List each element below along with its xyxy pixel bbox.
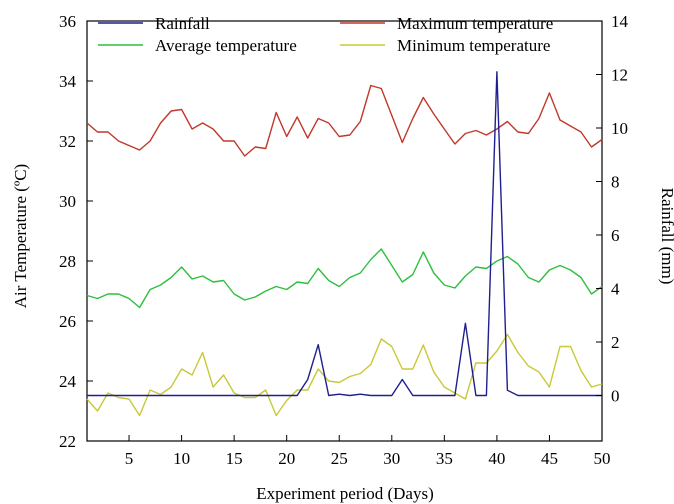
right-tick-label: 4: [611, 280, 620, 299]
left-tick-label: 30: [59, 192, 76, 211]
legend: Rainfall Maximum temperature Average tempe…: [98, 14, 553, 55]
left-tick-label: 36: [59, 12, 76, 31]
right-tick-label: 2: [611, 333, 620, 352]
plot-border: [86, 20, 603, 442]
left-tick-label: 22: [59, 432, 76, 451]
x-tick-label: 5: [125, 449, 134, 468]
series-line-average-temperature: [86, 248, 603, 309]
legend-label-minimum-temperature: Minimum temperature: [397, 36, 550, 55]
x-tick-label: 25: [331, 449, 348, 468]
x-tick-label: 10: [173, 449, 190, 468]
right-tick-label: 10: [611, 119, 628, 138]
x-tick-label: 30: [383, 449, 400, 468]
x-axis-title: Experiment period (Days): [256, 484, 434, 503]
right-tick-label: 0: [611, 387, 620, 406]
x-tick-label: 20: [278, 449, 295, 468]
ticks-layer: 5 10 15 20 25 30 35 40 45 50222426283032343602468…: [59, 12, 629, 468]
right-tick-label: 14: [611, 12, 629, 31]
plot-frame: [86, 20, 603, 442]
x-tick-label: 45: [541, 449, 558, 468]
legend-label-rainfall: Rainfall: [155, 14, 210, 33]
x-tick-label: 40: [488, 449, 505, 468]
right-tick-label: 6: [611, 226, 620, 245]
series-line-maximum-temperature: [86, 84, 603, 157]
series-line-minimum-temperature: [86, 333, 603, 417]
left-tick-label: 24: [59, 372, 77, 391]
x-tick-label: 35: [436, 449, 453, 468]
right-tick-label: 8: [611, 173, 620, 192]
left-tick-label: 28: [59, 252, 76, 271]
left-tick-label: 34: [59, 72, 77, 91]
right-axis-title: Rainfall (mm): [658, 188, 674, 285]
left-tick-label: 26: [59, 312, 76, 331]
legend-label-average-temperature: Average temperature: [155, 36, 297, 55]
x-tick-label: 15: [226, 449, 243, 468]
left-tick-label: 32: [59, 132, 76, 151]
series-layer: [86, 71, 603, 417]
series-line-rainfall: [87, 71, 602, 397]
right-tick-label: 12: [611, 66, 628, 85]
left-axis-title: Air Temperature (ºC): [11, 164, 30, 308]
x-tick-label: 50: [594, 449, 611, 468]
legend-label-maximum-temperature: Maximum temperature: [397, 14, 553, 33]
